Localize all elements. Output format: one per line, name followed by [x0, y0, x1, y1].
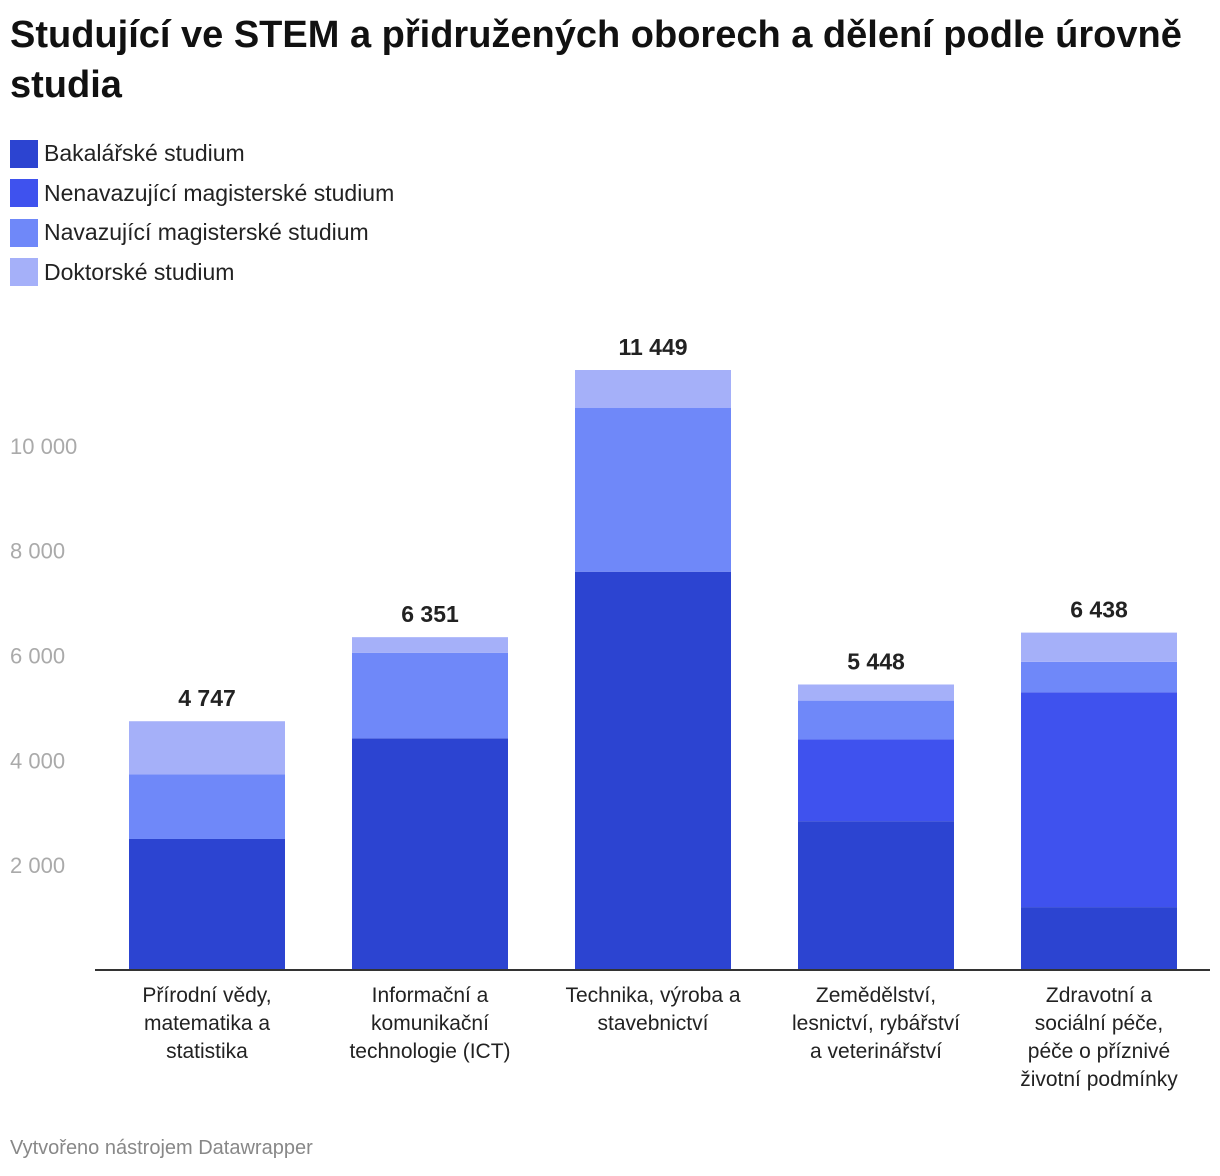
- source-credit: Vytvořeno nástrojem Datawrapper: [10, 1137, 313, 1159]
- stacked-bar-chart: 2 000 4 000 6 000 8 000 10 000 4 747 Přírodní …: [10, 334, 1210, 1091]
- x-category-label: Informační a: [372, 984, 489, 1007]
- bar-segment: [352, 637, 508, 653]
- bar-segment: [575, 571, 731, 970]
- bar-segment: [129, 721, 285, 775]
- bar-segment: [798, 684, 954, 701]
- legend-swatch-bachelor: [10, 139, 38, 168]
- x-category-label: Technika, výroba a: [565, 984, 740, 1007]
- bar-segment: [575, 370, 731, 408]
- x-category-label: a veterinářství: [810, 1040, 942, 1063]
- x-category-label: komunikační: [371, 1012, 489, 1035]
- bar-total-label: 11 449: [618, 334, 687, 360]
- bar-segment: [1021, 632, 1177, 662]
- bar-total-label: 4 747: [178, 685, 236, 711]
- bar-segment: [1021, 661, 1177, 693]
- bar-segment: [352, 652, 508, 739]
- bar-segment: [129, 774, 285, 839]
- y-tick-label: 6 000: [10, 644, 65, 669]
- y-tick-label: 4 000: [10, 748, 65, 773]
- y-tick-label: 8 000: [10, 539, 65, 564]
- x-category-label: Přírodní vědy,: [142, 984, 271, 1007]
- legend-item-bachelor: Bakalářské studium: [10, 134, 394, 174]
- y-tick-label: 10 000: [10, 434, 77, 459]
- legend-item-long-master: Nenavazující magisterské studium: [10, 174, 394, 214]
- x-category-label: péče o příznivé: [1028, 1040, 1170, 1063]
- y-tick-label: 2 000: [10, 853, 65, 878]
- x-category-label: stavebnictví: [598, 1012, 709, 1035]
- chart-title: Studující ve STEM a přidružených oborech…: [10, 14, 1182, 106]
- bar-segment: [129, 838, 285, 970]
- bar-segment: [1021, 907, 1177, 970]
- bar-segment: [1021, 692, 1177, 908]
- bar-segment: [798, 821, 954, 970]
- legend-swatch-long-master: [10, 179, 38, 208]
- bar-total-label: 6 438: [1070, 597, 1128, 623]
- bar-segment: [798, 700, 954, 740]
- legend: Bakalářské studium Nenavazující magister…: [10, 134, 394, 292]
- bar-segment: [575, 407, 731, 572]
- x-category-label: životní podmínky: [1020, 1068, 1178, 1091]
- legend-label-bachelor: Bakalářské studium: [44, 140, 245, 167]
- x-category-label: Zemědělství,: [816, 984, 936, 1007]
- legend-label-doctoral: Doktorské studium: [44, 258, 235, 285]
- bar-segment: [352, 738, 508, 970]
- bar-total-label: 5 448: [847, 648, 905, 674]
- legend-item-doctoral: Doktorské studium: [10, 253, 394, 293]
- bar-segment: [798, 739, 954, 822]
- x-category-label: Zdravotní a: [1046, 984, 1153, 1007]
- legend-item-master: Navazující magisterské studium: [10, 213, 394, 253]
- legend-swatch-doctoral: [10, 258, 38, 287]
- bar-total-label: 6 351: [401, 601, 459, 627]
- legend-label-master: Navazující magisterské studium: [44, 219, 369, 246]
- legend-label-long-master: Nenavazující magisterské studium: [44, 179, 395, 206]
- x-category-label: lesnictví, rybářství: [792, 1012, 960, 1035]
- x-category-label: statistika: [166, 1040, 248, 1063]
- x-category-label: technologie (ICT): [349, 1040, 510, 1063]
- x-category-label: matematika a: [144, 1012, 270, 1035]
- x-category-label: sociální péče,: [1035, 1012, 1163, 1035]
- legend-swatch-master: [10, 218, 38, 247]
